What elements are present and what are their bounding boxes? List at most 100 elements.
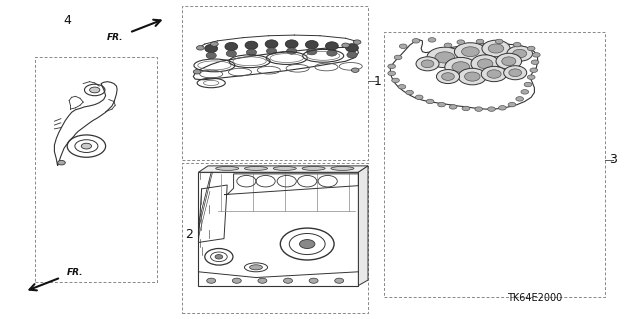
Ellipse shape <box>426 99 434 104</box>
Ellipse shape <box>442 73 454 80</box>
Ellipse shape <box>265 40 278 48</box>
Ellipse shape <box>225 42 237 51</box>
Ellipse shape <box>436 70 460 84</box>
Ellipse shape <box>205 44 218 53</box>
Text: 2: 2 <box>185 228 193 241</box>
Ellipse shape <box>392 78 399 83</box>
Ellipse shape <box>452 62 470 72</box>
Ellipse shape <box>477 59 493 69</box>
Ellipse shape <box>508 102 516 107</box>
Ellipse shape <box>287 48 297 54</box>
Ellipse shape <box>232 278 241 283</box>
Ellipse shape <box>351 68 359 72</box>
Ellipse shape <box>216 167 239 170</box>
Ellipse shape <box>90 87 100 93</box>
Ellipse shape <box>527 46 535 51</box>
Ellipse shape <box>284 278 292 283</box>
Ellipse shape <box>327 50 337 56</box>
Text: TK64E2000: TK64E2000 <box>507 293 562 303</box>
Ellipse shape <box>458 68 486 85</box>
Ellipse shape <box>285 40 298 48</box>
Ellipse shape <box>445 57 477 77</box>
Ellipse shape <box>524 82 532 87</box>
Ellipse shape <box>207 278 216 283</box>
Ellipse shape <box>449 105 457 109</box>
Ellipse shape <box>245 41 258 49</box>
Ellipse shape <box>428 38 436 42</box>
Ellipse shape <box>488 107 495 111</box>
Ellipse shape <box>266 48 276 54</box>
Ellipse shape <box>415 95 423 100</box>
Ellipse shape <box>531 60 539 64</box>
Ellipse shape <box>335 278 344 283</box>
Ellipse shape <box>457 40 465 44</box>
Ellipse shape <box>58 160 65 165</box>
Ellipse shape <box>504 66 527 80</box>
Text: FR.: FR. <box>67 268 83 277</box>
Ellipse shape <box>465 72 480 81</box>
Ellipse shape <box>488 44 504 53</box>
Ellipse shape <box>347 52 357 58</box>
Ellipse shape <box>435 52 454 63</box>
Ellipse shape <box>307 48 317 55</box>
Ellipse shape <box>226 50 236 57</box>
Ellipse shape <box>502 57 516 66</box>
Polygon shape <box>198 166 368 172</box>
Ellipse shape <box>394 55 402 60</box>
Ellipse shape <box>215 255 223 259</box>
Ellipse shape <box>462 106 470 111</box>
Ellipse shape <box>527 75 535 79</box>
Ellipse shape <box>476 39 484 44</box>
Ellipse shape <box>513 49 527 58</box>
Ellipse shape <box>246 49 257 56</box>
Ellipse shape <box>454 43 486 61</box>
Ellipse shape <box>302 167 325 170</box>
Ellipse shape <box>211 42 218 46</box>
Ellipse shape <box>530 68 538 72</box>
Ellipse shape <box>331 167 354 170</box>
Ellipse shape <box>471 55 499 73</box>
Ellipse shape <box>482 40 510 57</box>
Ellipse shape <box>273 167 296 170</box>
Ellipse shape <box>309 278 318 283</box>
Ellipse shape <box>388 64 396 69</box>
Ellipse shape <box>244 167 268 170</box>
Ellipse shape <box>516 97 524 101</box>
Ellipse shape <box>421 60 434 68</box>
Ellipse shape <box>521 90 529 94</box>
Ellipse shape <box>513 42 521 47</box>
Ellipse shape <box>399 44 407 48</box>
Ellipse shape <box>427 47 463 68</box>
Text: 4: 4 <box>63 14 71 27</box>
Ellipse shape <box>398 85 406 89</box>
Ellipse shape <box>496 53 522 69</box>
Ellipse shape <box>481 66 507 82</box>
Ellipse shape <box>250 265 262 270</box>
Ellipse shape <box>326 42 339 50</box>
Ellipse shape <box>416 57 439 71</box>
Ellipse shape <box>81 143 92 149</box>
Ellipse shape <box>206 52 216 59</box>
Ellipse shape <box>495 39 503 44</box>
Ellipse shape <box>509 69 522 77</box>
Ellipse shape <box>412 39 420 43</box>
Ellipse shape <box>258 278 267 283</box>
Text: FR.: FR. <box>107 33 124 42</box>
Ellipse shape <box>507 46 532 61</box>
Ellipse shape <box>487 70 501 78</box>
Ellipse shape <box>300 240 315 249</box>
Ellipse shape <box>196 46 204 50</box>
Ellipse shape <box>438 102 445 107</box>
Ellipse shape <box>305 41 318 49</box>
Text: 1: 1 <box>374 75 381 88</box>
Text: 3: 3 <box>609 153 617 166</box>
Ellipse shape <box>444 43 452 48</box>
Ellipse shape <box>532 53 540 57</box>
Ellipse shape <box>461 47 479 56</box>
Polygon shape <box>358 166 368 286</box>
Ellipse shape <box>406 90 413 95</box>
Ellipse shape <box>346 44 358 52</box>
Ellipse shape <box>475 107 483 111</box>
Ellipse shape <box>193 70 201 74</box>
Ellipse shape <box>388 71 396 76</box>
